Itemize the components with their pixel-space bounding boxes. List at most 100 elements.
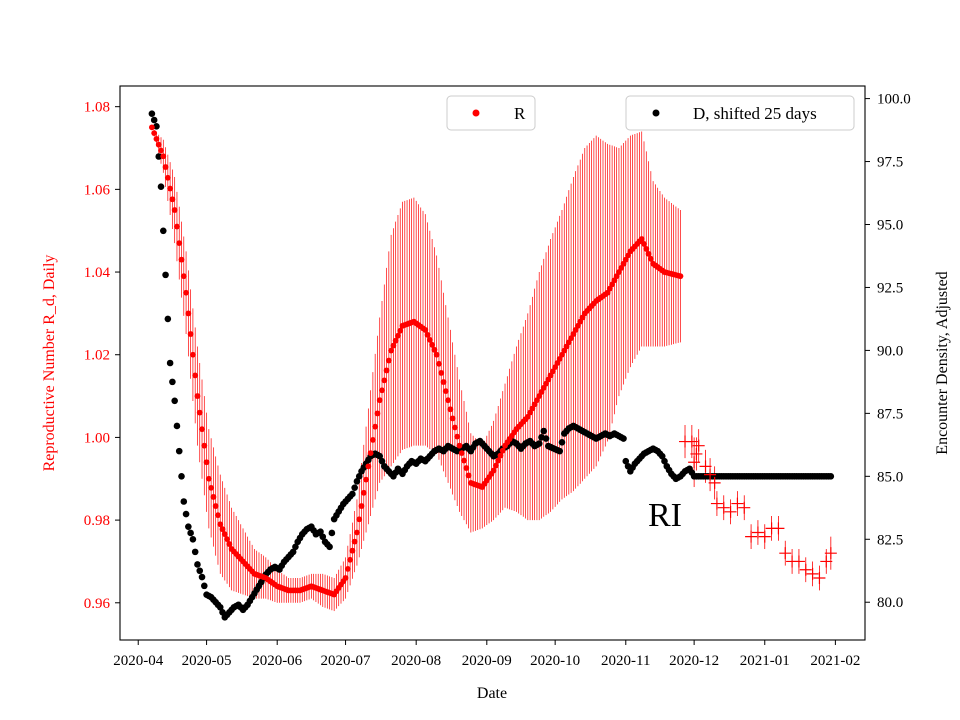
r-late-point — [813, 571, 826, 584]
left-tick-label: 1.06 — [84, 182, 111, 198]
x-tick-label: 2020-08 — [391, 653, 441, 669]
r-point — [194, 393, 201, 399]
r-point — [383, 367, 390, 374]
right-tick-label: 85.0 — [877, 469, 903, 485]
d-point — [171, 397, 178, 405]
r-point — [354, 529, 360, 536]
r-point — [217, 521, 224, 528]
r-point — [226, 541, 233, 547]
d-point — [317, 528, 324, 536]
left-tick-label: 1.04 — [84, 265, 111, 281]
left-tick-label: 0.98 — [84, 513, 110, 529]
r-point — [344, 565, 351, 572]
r-point — [347, 556, 354, 563]
r-point — [224, 536, 230, 543]
d-point — [157, 183, 165, 191]
right-tick-label: 100.0 — [877, 92, 911, 108]
r-point — [210, 494, 217, 500]
r-point — [499, 447, 506, 454]
d-point — [194, 561, 201, 568]
r-point — [638, 236, 645, 242]
plot-frame — [119, 85, 866, 641]
left-axis-ticks: 0.96 0.98 1.00 1.02 1.04 1.06 1.08 — [84, 100, 120, 612]
d-point — [326, 543, 333, 551]
r-late-point — [820, 555, 833, 568]
d-point — [319, 533, 327, 541]
d-point — [180, 498, 188, 505]
r-point — [360, 489, 367, 496]
r-point — [490, 467, 497, 474]
d-point — [182, 510, 190, 518]
left-tick-label: 1.02 — [84, 348, 110, 364]
r-point — [162, 164, 169, 170]
r-point — [158, 147, 164, 154]
d-point — [378, 457, 386, 465]
d-point — [148, 110, 156, 117]
x-tick-label: 2021-02 — [810, 653, 860, 669]
r-point — [374, 410, 381, 417]
d-point — [540, 427, 548, 435]
r-late-point — [799, 563, 812, 576]
r-point — [395, 332, 401, 339]
r-series-points — [148, 124, 837, 598]
r-late-point — [724, 505, 737, 518]
r-point — [185, 310, 192, 317]
r-point — [212, 503, 219, 509]
r-late-point — [779, 547, 792, 560]
d-point — [187, 529, 194, 537]
r-point — [183, 289, 189, 296]
r-late-point — [708, 476, 721, 489]
right-axis-ticks: 80.0 82.5 85.0 87.5 90.0 92.5 95.0 97.5 100.0 — [865, 92, 911, 611]
d-point — [328, 529, 336, 537]
left-tick-label: 1.08 — [84, 100, 110, 116]
d-point — [558, 439, 566, 446]
r-point — [433, 351, 440, 358]
x-tick-label: 2021-01 — [740, 653, 790, 669]
d-point — [620, 435, 627, 442]
r-late-point — [772, 522, 785, 535]
r-point — [456, 442, 463, 449]
x-tick-label: 2020-11 — [601, 653, 650, 669]
r-point — [342, 575, 349, 581]
d-point — [658, 452, 666, 460]
d-point — [173, 422, 181, 430]
x-axis-ticks: 2020-04 2020-05 2020-06 2020-07 2020-08 2020-… — [113, 640, 860, 669]
r-late-point — [717, 501, 730, 514]
left-axis-label: Reproductive Number R_d, Daily — [41, 255, 58, 472]
r-late-point — [699, 460, 712, 473]
legend-d-box — [625, 95, 855, 131]
r-point — [388, 347, 395, 354]
r-point — [643, 245, 650, 252]
r-point — [641, 241, 647, 247]
r-point — [176, 240, 183, 247]
r-point — [397, 327, 404, 334]
right-tick-label: 80.0 — [877, 595, 903, 611]
d-point — [200, 582, 208, 590]
right-tick-label: 82.5 — [877, 532, 903, 548]
r-point — [376, 397, 383, 404]
r-point — [438, 370, 445, 376]
d-point — [166, 359, 174, 367]
r-point — [203, 459, 210, 466]
r-point — [178, 256, 185, 263]
d-point — [153, 122, 160, 130]
r-point — [497, 452, 504, 459]
r-point — [372, 423, 379, 430]
right-axis-label: Encounter Density, Adjusted — [934, 271, 951, 454]
r-point — [164, 174, 171, 181]
r-point — [205, 475, 212, 482]
legend-r-box — [446, 95, 536, 131]
r-point — [442, 388, 449, 395]
r-late-point — [688, 456, 701, 469]
x-tick-label: 2020-10 — [530, 653, 580, 669]
x-tick-label: 2020-07 — [321, 653, 371, 669]
r-late-point — [745, 530, 758, 543]
d-point — [351, 484, 358, 491]
d-point — [191, 548, 199, 556]
right-tick-label: 95.0 — [877, 218, 903, 234]
r-point — [180, 273, 187, 280]
x-axis-label: Date — [477, 685, 507, 702]
d-series-points — [148, 110, 835, 621]
d-point — [292, 543, 299, 551]
r-point — [381, 377, 388, 384]
